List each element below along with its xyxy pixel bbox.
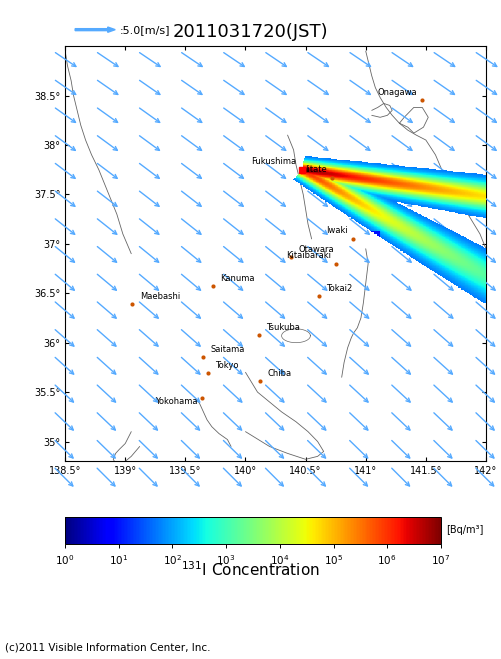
Text: Tokyo: Tokyo xyxy=(215,361,239,370)
Text: $^{131}$I Concentration: $^{131}$I Concentration xyxy=(181,560,320,579)
Text: Saitama: Saitama xyxy=(210,345,245,353)
Text: Fukushima: Fukushima xyxy=(251,157,296,166)
Text: [Bq/m³]: [Bq/m³] xyxy=(446,525,483,536)
Text: Kanuma: Kanuma xyxy=(220,274,255,283)
Text: Maebashi: Maebashi xyxy=(140,292,180,301)
Text: Tsukuba: Tsukuba xyxy=(266,323,300,332)
Text: Onagawa: Onagawa xyxy=(378,88,417,96)
Text: 2011031720(JST): 2011031720(JST) xyxy=(173,23,328,41)
Text: Yokohama: Yokohama xyxy=(155,397,197,406)
Text: :5.0[m/s]: :5.0[m/s] xyxy=(120,24,171,35)
Text: Iitate: Iitate xyxy=(306,165,327,173)
Text: Otawara: Otawara xyxy=(299,244,334,254)
Text: Chiba: Chiba xyxy=(267,369,291,378)
Text: Iwaki: Iwaki xyxy=(326,226,348,235)
Text: Kitaibaraki: Kitaibaraki xyxy=(286,250,331,260)
Text: Tokai2: Tokai2 xyxy=(326,284,352,293)
Text: (c)2011 Visible Information Center, Inc.: (c)2011 Visible Information Center, Inc. xyxy=(5,643,210,652)
